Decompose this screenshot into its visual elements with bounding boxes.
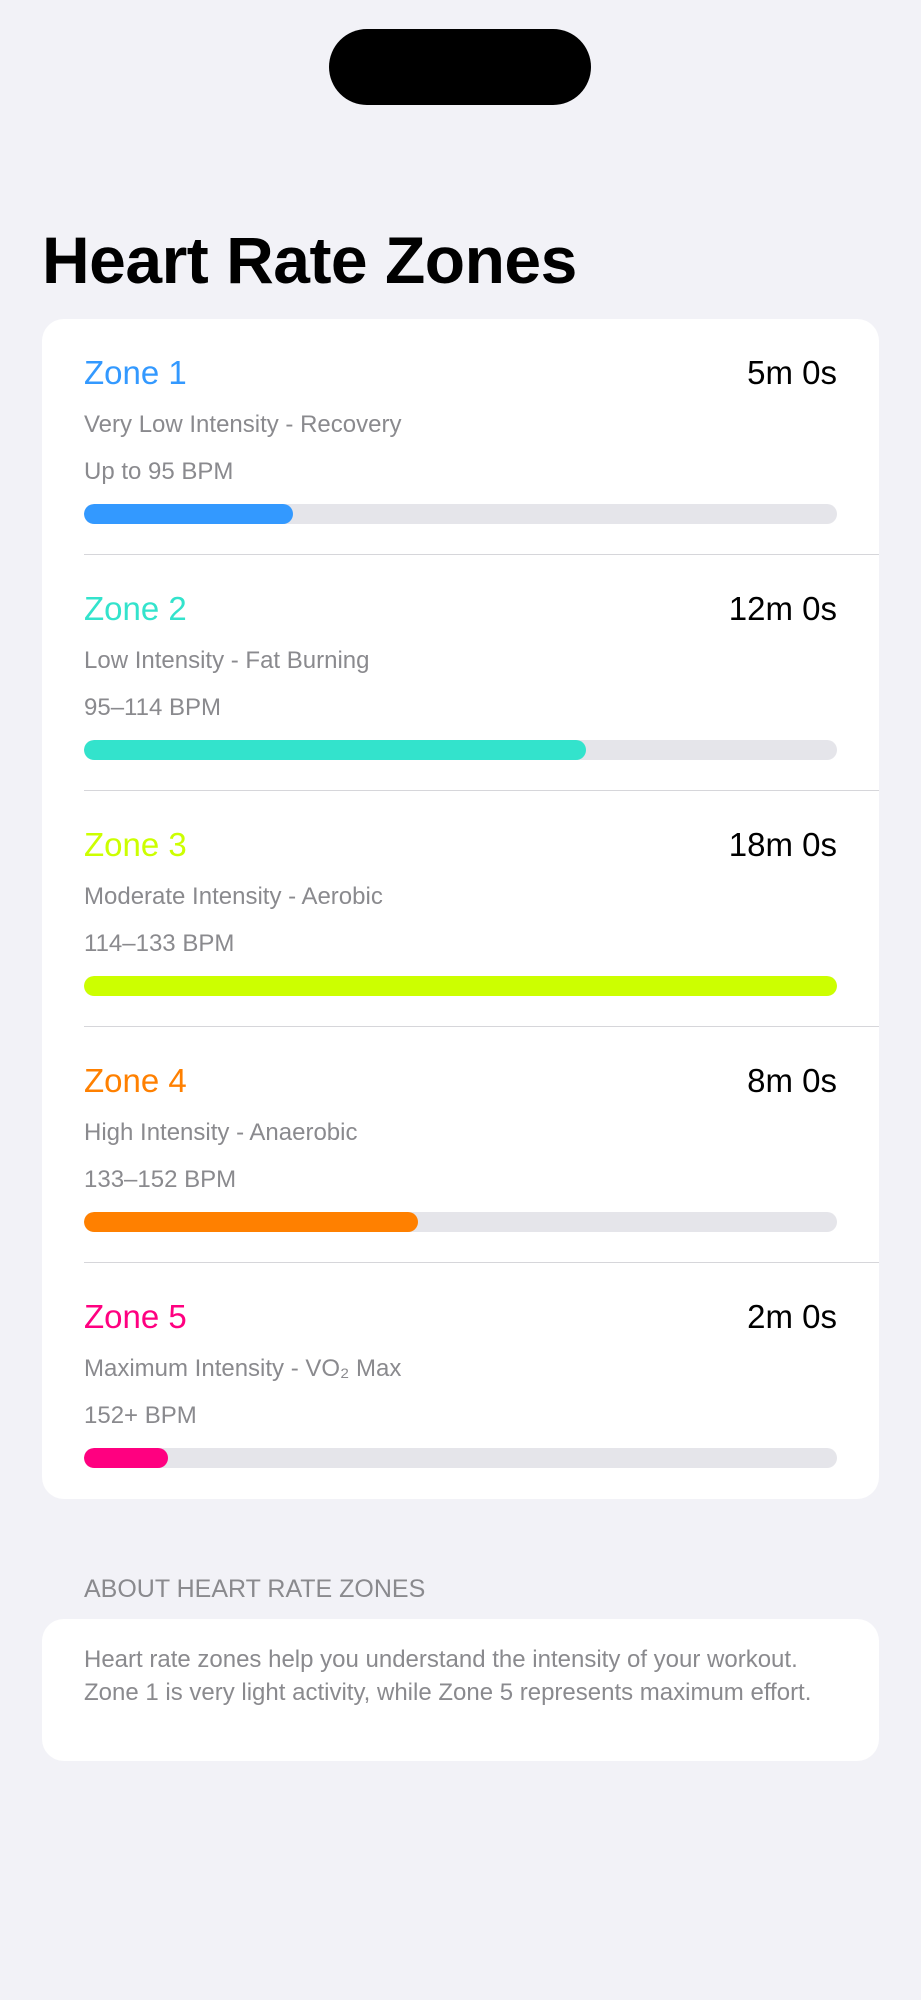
divider: [84, 1026, 879, 1027]
zone-name: Zone 5: [84, 1298, 187, 1335]
zone-time: 12m 0s: [728, 590, 837, 627]
zone-row: Zone 3 18m 0s Moderate Intensity - Aerob…: [42, 791, 879, 1027]
zone-row: Zone 4 8m 0s High Intensity - Anaerobic …: [42, 1027, 879, 1263]
zone-time: 2m 0s: [747, 1298, 837, 1335]
zone-progress-fill: [84, 504, 294, 524]
zone-progress-fill: [84, 976, 837, 996]
zone-row: Zone 1 5m 0s Very Low Intensity - Recove…: [42, 319, 879, 555]
zone-progress-bar: [84, 1212, 837, 1232]
about-card: Heart rate zones help you understand the…: [42, 1619, 879, 1761]
zone-row: Zone 2 12m 0s Low Intensity - Fat Burnin…: [42, 555, 879, 791]
zone-progress-fill: [84, 1448, 168, 1468]
zone-bpm-range: 114–133 BPM: [84, 930, 235, 957]
zone-name: Zone 3: [84, 826, 187, 863]
zone-time: 8m 0s: [747, 1062, 837, 1099]
about-section-header: ABOUT HEART RATE ZONES: [84, 1575, 426, 1603]
zone-description: Maximum Intensity - VO₂ Max: [84, 1355, 402, 1382]
zone-row: Zone 5 2m 0s Maximum Intensity - VO₂ Max…: [42, 1263, 879, 1499]
zone-name: Zone 4: [84, 1062, 187, 1099]
zone-progress-bar: [84, 504, 837, 524]
about-text: Heart rate zones help you understand the…: [84, 1646, 812, 1706]
zone-description: Very Low Intensity - Recovery: [84, 411, 402, 438]
zone-progress-bar: [84, 1448, 837, 1468]
zone-progress-fill: [84, 1212, 419, 1232]
divider: [84, 790, 879, 791]
zone-name: Zone 2: [84, 590, 187, 627]
zone-progress-bar: [84, 976, 837, 996]
dynamic-island: [329, 29, 591, 105]
zone-time: 18m 0s: [728, 826, 837, 863]
zone-bpm-range: 95–114 BPM: [84, 694, 221, 721]
page-title: Heart Rate Zones: [42, 223, 577, 297]
zones-card: Zone 1 5m 0s Very Low Intensity - Recove…: [42, 319, 879, 1499]
zone-description: Moderate Intensity - Aerobic: [84, 883, 383, 910]
zone-description: High Intensity - Anaerobic: [84, 1119, 358, 1146]
zone-name: Zone 1: [84, 354, 187, 391]
zone-time: 5m 0s: [747, 354, 837, 391]
zone-progress-fill: [84, 740, 587, 760]
zone-bpm-range: 133–152 BPM: [84, 1166, 237, 1193]
zone-bpm-range: 152+ BPM: [84, 1402, 197, 1429]
zone-progress-bar: [84, 740, 837, 760]
zone-bpm-range: Up to 95 BPM: [84, 458, 234, 485]
divider: [84, 554, 879, 555]
zone-description: Low Intensity - Fat Burning: [84, 647, 370, 674]
divider: [84, 1262, 879, 1263]
